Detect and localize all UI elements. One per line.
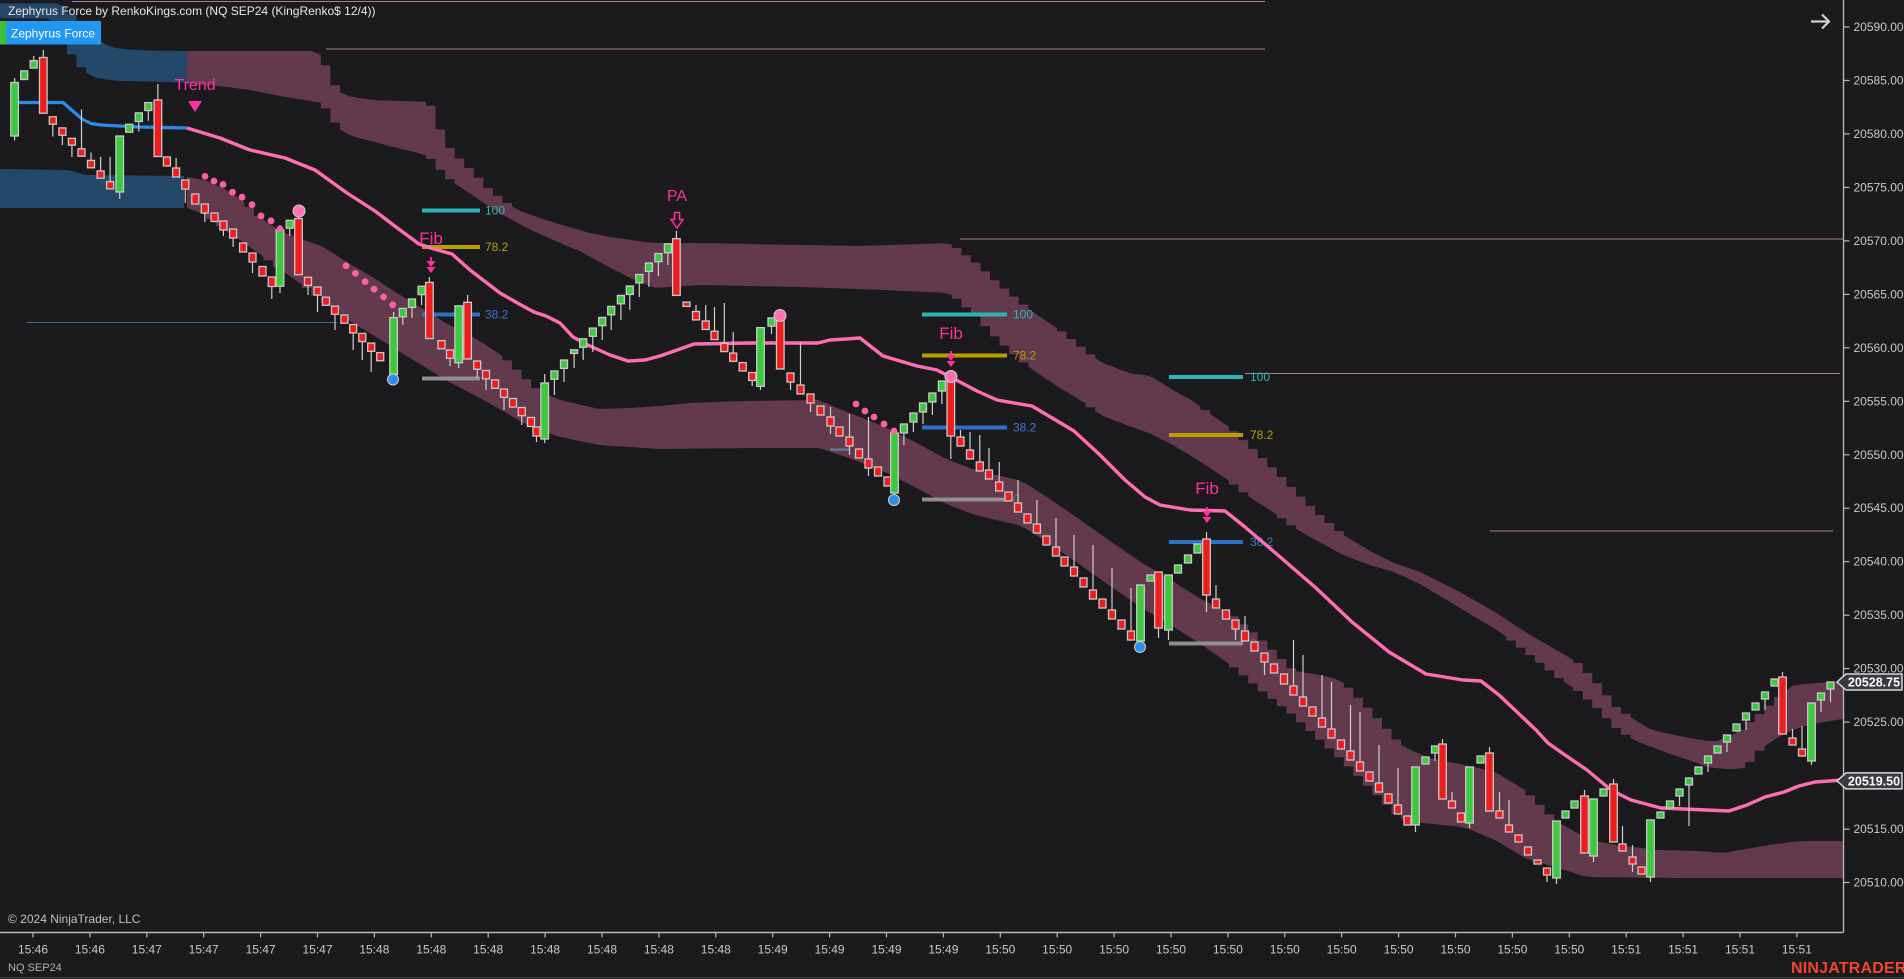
svg-text:15:47: 15:47 [302,943,332,957]
svg-text:15:48: 15:48 [701,943,731,957]
svg-text:Fib: Fib [419,229,443,248]
svg-text:20550.00: 20550.00 [1854,448,1904,462]
svg-text:PA: PA [667,188,687,205]
svg-text:20580.00: 20580.00 [1854,127,1904,141]
svg-text:Trend: Trend [174,77,215,94]
svg-text:100: 100 [1250,370,1270,384]
svg-text:15:48: 15:48 [359,943,389,957]
svg-text:38.2: 38.2 [485,308,509,322]
svg-text:20575.00: 20575.00 [1854,180,1904,194]
svg-text:20535.00: 20535.00 [1854,608,1904,622]
svg-text:15:50: 15:50 [1440,943,1470,957]
svg-text:15:47: 15:47 [246,943,276,957]
svg-text:20545.00: 20545.00 [1854,501,1904,515]
svg-text:20540.00: 20540.00 [1854,555,1904,569]
svg-text:20510.00: 20510.00 [1854,876,1904,890]
svg-text:15:47: 15:47 [132,943,162,957]
svg-text:78.2: 78.2 [485,240,509,254]
svg-text:38.2: 38.2 [1013,421,1037,435]
svg-text:78.2: 78.2 [1250,428,1274,442]
svg-text:15:46: 15:46 [18,943,48,957]
svg-text:Fib: Fib [1195,479,1219,498]
svg-text:15:51: 15:51 [1725,943,1755,957]
svg-text:15:50: 15:50 [1042,943,1072,957]
svg-text:20519.50: 20519.50 [1848,774,1900,788]
svg-text:15:49: 15:49 [815,943,845,957]
svg-text:15:48: 15:48 [587,943,617,957]
svg-text:20555.00: 20555.00 [1854,394,1904,408]
svg-text:20560.00: 20560.00 [1854,341,1904,355]
svg-text:15:50: 15:50 [1554,943,1584,957]
svg-text:15:50: 15:50 [1327,943,1357,957]
svg-text:20530.00: 20530.00 [1854,662,1904,676]
svg-text:15:50: 15:50 [1156,943,1186,957]
svg-text:Fib: Fib [939,324,963,343]
svg-text:0: 0 [1013,493,1020,507]
svg-text:15:50: 15:50 [985,943,1015,957]
svg-text:Zephyrus Force: Zephyrus Force [11,27,95,41]
svg-text:Zephyrus Force by RenkoKings.c: Zephyrus Force by RenkoKings.com (NQ SEP… [8,4,376,18]
svg-text:20515.00: 20515.00 [1854,822,1904,836]
svg-text:15:48: 15:48 [473,943,503,957]
svg-text:20590.00: 20590.00 [1854,20,1904,34]
svg-text:NQ SEP24: NQ SEP24 [8,962,62,974]
svg-text:NINJATRADER: NINJATRADER [1791,960,1904,977]
svg-text:100: 100 [1013,308,1033,322]
svg-text:20585.00: 20585.00 [1854,74,1904,88]
svg-text:20570.00: 20570.00 [1854,234,1904,248]
svg-text:20565.00: 20565.00 [1854,287,1904,301]
svg-text:15:51: 15:51 [1611,943,1641,957]
svg-text:100: 100 [485,204,505,218]
svg-text:15:51: 15:51 [1668,943,1698,957]
svg-text:15:47: 15:47 [189,943,219,957]
svg-text:15:48: 15:48 [530,943,560,957]
svg-text:15:50: 15:50 [1497,943,1527,957]
svg-text:15:49: 15:49 [928,943,958,957]
svg-text:15:50: 15:50 [1384,943,1414,957]
svg-text:15:46: 15:46 [75,943,105,957]
svg-text:15:51: 15:51 [1782,943,1812,957]
svg-text:15:48: 15:48 [644,943,674,957]
svg-text:15:50: 15:50 [1270,943,1300,957]
svg-text:15:50: 15:50 [1213,943,1243,957]
svg-text:© 2024 NinjaTrader, LLC: © 2024 NinjaTrader, LLC [8,912,141,926]
svg-text:78.2: 78.2 [1013,349,1037,363]
svg-text:15:49: 15:49 [871,943,901,957]
svg-text:20525.00: 20525.00 [1854,715,1904,729]
svg-text:20528.75: 20528.75 [1848,676,1900,690]
svg-text:15:50: 15:50 [1099,943,1129,957]
svg-text:15:49: 15:49 [758,943,788,957]
svg-text:15:48: 15:48 [416,943,446,957]
